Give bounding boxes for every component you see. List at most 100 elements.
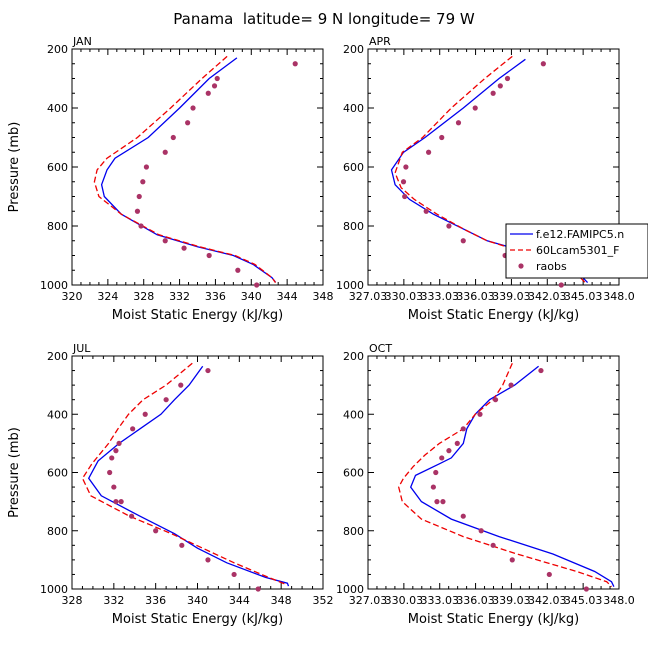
raobs-point <box>477 411 483 417</box>
raobs-point <box>113 499 119 505</box>
y-axis-title: Pressure (mb) <box>7 427 22 518</box>
raobs-point <box>460 426 466 432</box>
raobs-point <box>205 367 211 374</box>
x-tick-label: 336 <box>205 290 226 303</box>
raobs-point <box>235 267 241 273</box>
raobs-point <box>454 440 460 446</box>
raobs-point <box>439 134 445 141</box>
raobs-point <box>400 179 407 185</box>
raobs-point <box>116 440 122 446</box>
x-tick-label: 345.03 <box>564 290 603 303</box>
raobs-point <box>143 164 150 170</box>
y-tick-label: 800 <box>343 220 364 233</box>
raobs-point <box>403 164 409 170</box>
panel-label: OCT <box>369 342 392 355</box>
raobs-point <box>181 245 187 251</box>
raobs-point <box>111 484 117 490</box>
raobs-point <box>540 61 546 67</box>
raobs-point <box>211 83 218 89</box>
x-tick-label: 330.03 <box>385 290 424 303</box>
x-tick-label: 328 <box>133 290 154 303</box>
x-tick-label: 339.03 <box>492 290 531 303</box>
panel-label: APR <box>369 35 391 48</box>
raobs-point <box>138 223 144 229</box>
y-tick-label: 600 <box>47 467 68 480</box>
y-tick-label: 800 <box>343 525 364 538</box>
raobs-point <box>497 83 503 89</box>
x-tick-label: 342.03 <box>528 290 567 303</box>
raobs-point <box>163 397 169 403</box>
raobs-point <box>460 513 466 519</box>
x-tick-label: 336.03 <box>456 594 495 607</box>
x-axis-title: Moist Static Energy (kJ/kg) <box>112 308 283 323</box>
plot-frame <box>367 355 620 590</box>
panel-jan: JAN 320 324 328 332 336 340 344 348 200 400 600 800 1… <box>7 35 334 323</box>
x-tick-label: 327.03 <box>349 290 388 303</box>
raobs-point <box>504 75 511 82</box>
raobs-point <box>162 149 168 155</box>
x-axis-title: Moist Static Energy (kJ/kg) <box>112 612 283 627</box>
raobs-point <box>107 469 113 476</box>
raobs-point <box>205 557 211 563</box>
raobs-point <box>433 469 439 476</box>
raobs-point <box>254 282 260 288</box>
y-tick-label: 200 <box>343 350 364 363</box>
x-tick-label: 348.0 <box>603 290 635 303</box>
raobs-point <box>206 252 212 259</box>
series-line-60lcam5301 <box>81 362 287 586</box>
x-tick-label: 348 <box>271 594 292 607</box>
series-line-60lcam5301 <box>93 55 277 283</box>
raobs-point <box>446 448 452 454</box>
y-tick-label: 1000 <box>40 279 68 292</box>
raobs-point <box>255 586 261 592</box>
figure-title: Panama latitude= 9 N longitude= 79 W <box>173 10 475 28</box>
x-axis-title: Moist Static Energy (kJ/kg) <box>408 308 579 323</box>
raobs-point <box>109 455 115 461</box>
series-line-famipc5 <box>87 365 290 587</box>
raobs-point <box>423 208 429 214</box>
raobs-point <box>490 90 496 96</box>
x-tick-label: 327.03 <box>349 594 388 607</box>
x-tick-label: 344 <box>229 594 250 607</box>
raobs-point <box>446 223 452 229</box>
raobs-point <box>185 120 191 126</box>
raobs-point <box>538 367 544 374</box>
x-tick-label: 332 <box>169 290 190 303</box>
panels: JAN 320 324 328 332 336 340 344 348 200 400 600 800 1… <box>7 35 635 627</box>
y-axis-title: Pressure (mb) <box>7 122 22 213</box>
x-tick-label: 336.03 <box>456 290 495 303</box>
raobs-point <box>546 571 552 578</box>
raobs-point <box>558 282 564 288</box>
raobs-point <box>492 397 499 403</box>
x-tick-label: 333.03 <box>420 594 459 607</box>
series-line-60lcam5301 <box>398 363 612 588</box>
panel-oct: OCT327.03330.03333.03336.03339.03342.033… <box>336 342 635 627</box>
y-tick-label: 800 <box>47 220 68 233</box>
series-line-famipc5 <box>409 365 615 587</box>
panel-label: JAN <box>72 35 92 48</box>
x-tick-label: 345.03 <box>564 594 603 607</box>
raobs-point <box>113 448 119 454</box>
y-tick-label: 200 <box>47 350 68 363</box>
x-tick-label: 348 <box>313 290 334 303</box>
raobs-point <box>434 499 440 505</box>
panel-apr: APR327.03330.03333.03336.03339.03342.033… <box>336 35 635 323</box>
raobs-point <box>118 499 124 505</box>
x-axis-title: Moist Static Energy (kJ/kg) <box>408 612 579 627</box>
legend-label: f.e12.FAMIPC5.n <box>536 228 624 241</box>
raobs-point <box>142 411 148 417</box>
y-tick-label: 600 <box>343 161 364 174</box>
raobs-point <box>170 134 176 141</box>
y-tick-label: 400 <box>343 102 364 115</box>
raobs-point <box>134 208 141 214</box>
raobs-point <box>190 105 196 111</box>
raobs-point <box>130 426 136 432</box>
legend-marker <box>518 263 524 269</box>
x-tick-label: 340 <box>187 594 208 607</box>
raobs-point <box>508 382 514 388</box>
raobs-point <box>214 75 220 82</box>
x-tick-label: 324 <box>97 290 118 303</box>
raobs-point <box>430 484 436 490</box>
raobs-point <box>440 499 446 505</box>
